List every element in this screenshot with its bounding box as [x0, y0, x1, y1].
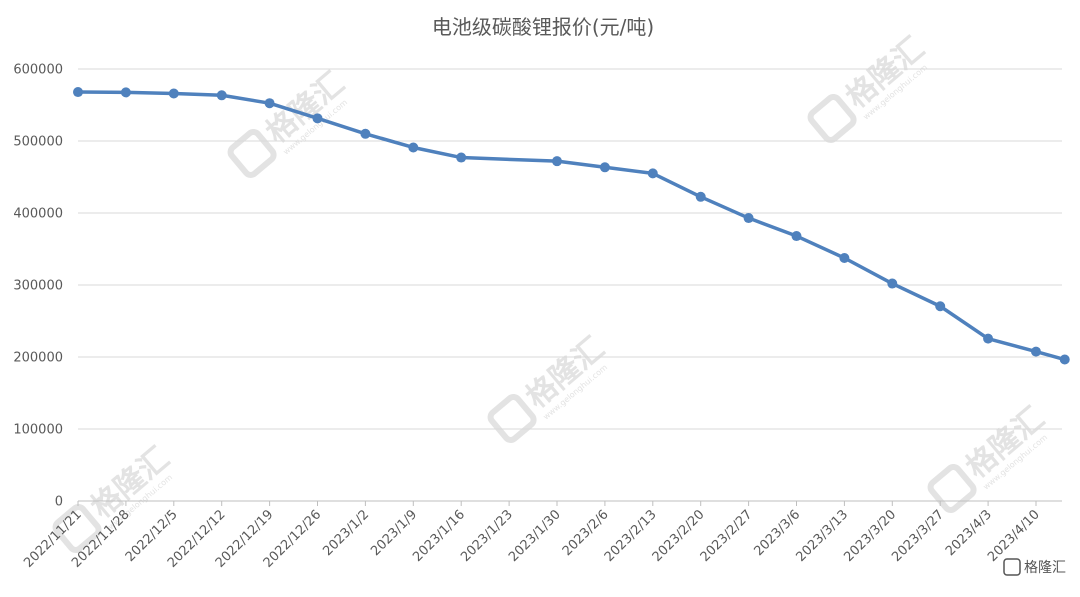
data-point: [168, 88, 179, 99]
data-point: [791, 231, 802, 242]
series-line: [76, 90, 1067, 362]
data-point: [839, 253, 850, 263]
x-axis-tick-labels: 2022/11/212022/11/282022/12/52022/12/122…: [21, 501, 1043, 571]
y-tick-label: 100000: [13, 423, 63, 438]
y-tick-label: 0: [55, 495, 63, 510]
y-axis-tick-labels: 0 100000 200000 300000 400000 500000 600000: [13, 63, 63, 510]
x-tick-label: 2023/1/30: [506, 507, 564, 565]
data-point: [408, 142, 419, 153]
data-point: [73, 87, 83, 98]
corner-logo-text: 格隆汇: [1024, 560, 1066, 576]
data-point: [647, 168, 658, 179]
chart-title: 电池级碳酸锂报价(元/吨): [432, 15, 654, 39]
data-point: [120, 87, 131, 98]
watermark-logo-icon: [487, 393, 537, 443]
watermark-logo-icon: [927, 463, 977, 513]
data-point: [887, 278, 898, 289]
x-tick-label: 2023/4/10: [985, 507, 1043, 565]
data-point: [216, 90, 227, 101]
watermark-logo-icon: [52, 503, 102, 553]
y-tick-label: 400000: [13, 207, 63, 222]
data-point: [312, 113, 323, 124]
data-point: [264, 98, 275, 109]
data-point: [743, 213, 754, 224]
x-tick-label: 2023/2/27: [698, 507, 756, 565]
corner-logo-icon: [1003, 558, 1021, 576]
x-tick-label: 2023/3/27: [889, 507, 947, 565]
watermark-logo-icon: [807, 93, 857, 143]
data-point: [552, 156, 562, 167]
x-tick-label: 2023/1/2: [320, 507, 372, 559]
data-point: [599, 162, 610, 173]
data-point: [456, 152, 467, 163]
data-point: [935, 301, 946, 312]
y-tick-label: 500000: [13, 135, 63, 150]
watermark-logo-icon: [227, 128, 277, 178]
series-group: [73, 87, 1070, 365]
data-point: [983, 333, 994, 344]
y-tick-label: 600000: [13, 63, 63, 78]
data-point: [695, 191, 706, 202]
data-point: [1031, 346, 1041, 357]
data-point: [1059, 354, 1070, 365]
data-point: [360, 128, 371, 139]
y-tick-label: 200000: [13, 351, 63, 366]
y-tick-label: 300000: [13, 279, 63, 294]
corner-logo: 格隆汇: [1003, 558, 1066, 576]
